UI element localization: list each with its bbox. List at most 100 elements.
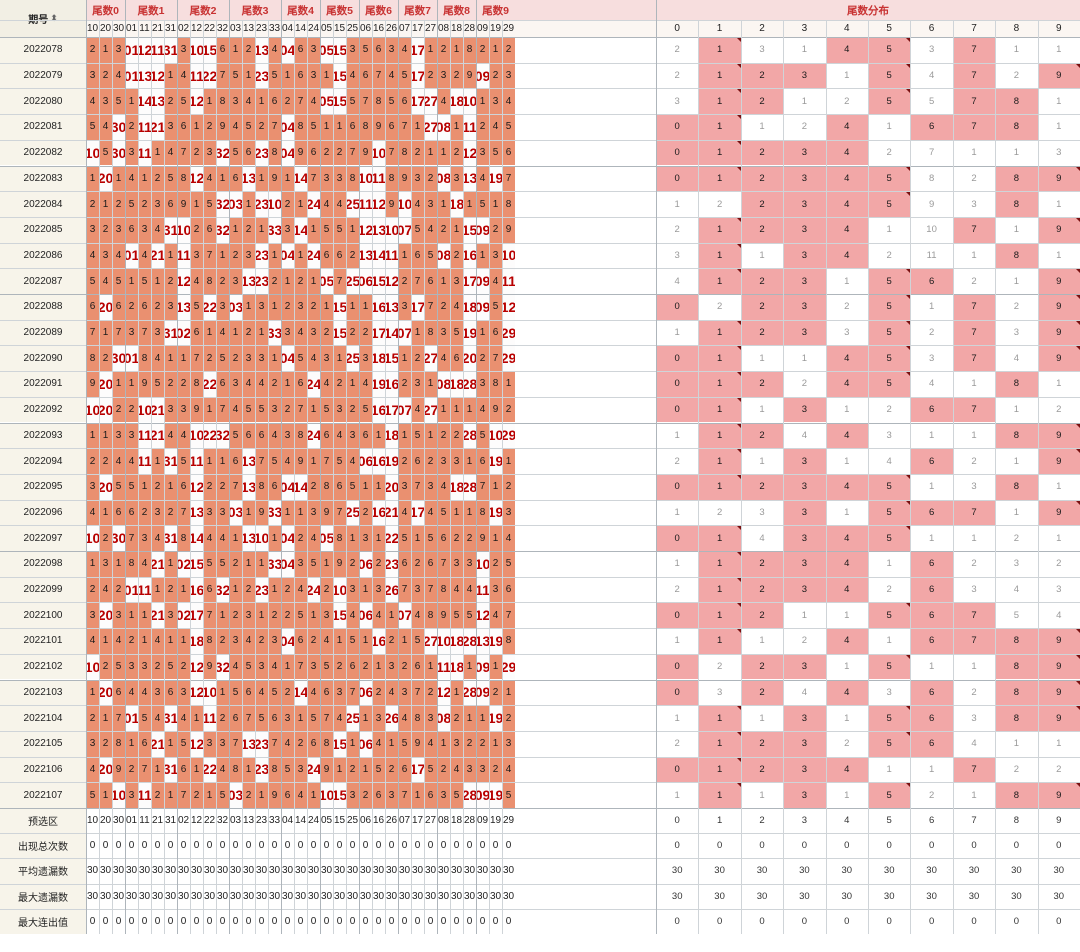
preselect-number[interactable]: 05 xyxy=(320,815,333,827)
preselect-number[interactable]: 19 xyxy=(489,815,502,827)
period-cell[interactable]: 2022080 xyxy=(0,88,86,115)
period-cell[interactable]: 2022096 xyxy=(0,499,86,526)
period-cell[interactable]: 2022098 xyxy=(0,551,86,577)
distribution-cell: 5 xyxy=(868,345,911,372)
period-cell[interactable]: 2022097 xyxy=(0,525,86,551)
miss-count: 3 xyxy=(411,165,424,192)
miss-count: 8 xyxy=(268,756,281,783)
miss-count: 2 xyxy=(333,139,346,166)
period-cell[interactable]: 2022094 xyxy=(0,448,86,474)
subheader-number: 06 xyxy=(359,23,372,34)
miss-count: 1 xyxy=(489,191,502,217)
preselect-tail[interactable]: 8 xyxy=(1013,815,1020,827)
preselect-number[interactable]: 32 xyxy=(216,815,229,827)
period-cell[interactable]: 2022081 xyxy=(0,114,86,140)
preselect-number[interactable]: 08 xyxy=(437,815,450,827)
preselect-number[interactable]: 17 xyxy=(411,815,424,827)
period-cell[interactable]: 2022105 xyxy=(0,730,86,757)
preselect-tail[interactable]: 6 xyxy=(928,815,935,827)
preselect-number[interactable]: 18 xyxy=(450,815,463,827)
preselect-number[interactable]: 07 xyxy=(398,815,411,827)
preselect-number[interactable]: 31 xyxy=(164,815,177,827)
preselect-number[interactable]: 22 xyxy=(203,815,216,827)
miss-count: 2 xyxy=(177,653,190,680)
preselect-tail[interactable]: 2 xyxy=(759,815,765,827)
period-cell[interactable]: 2022087 xyxy=(0,268,86,294)
preselect-number[interactable]: 21 xyxy=(151,815,164,827)
miss-count: 3 xyxy=(177,679,190,706)
period-cell[interactable]: 2022090 xyxy=(0,345,86,372)
stat-value: 30 xyxy=(968,890,980,902)
period-cell[interactable]: 2022083 xyxy=(0,165,86,192)
period-cell[interactable]: 2022089 xyxy=(0,319,86,346)
drawn-number: 21 xyxy=(151,396,164,423)
period-cell[interactable]: 2022106 xyxy=(0,756,86,783)
distribution-cell: 1 xyxy=(698,396,741,423)
period-cell[interactable]: 2022093 xyxy=(0,422,86,449)
distribution-cell: 7 xyxy=(952,499,996,526)
preselect-number[interactable]: 10 xyxy=(86,815,99,827)
preselect-number[interactable]: 01 xyxy=(125,815,138,827)
preselect-number[interactable]: 30 xyxy=(112,815,125,827)
preselect-tail[interactable]: 4 xyxy=(844,815,850,827)
preselect-tail[interactable]: 9 xyxy=(1056,815,1062,827)
group-header-tail-8: 尾数8 xyxy=(443,4,470,17)
grid-line xyxy=(502,20,503,934)
period-cell[interactable]: 2022102 xyxy=(0,653,86,680)
period-cell[interactable]: 2022091 xyxy=(0,371,86,397)
preselect-number[interactable]: 27 xyxy=(424,815,437,827)
miss-count: 2 xyxy=(216,705,229,731)
period-header[interactable]: 期号⬍ xyxy=(0,0,86,37)
period-cell[interactable]: 2022104 xyxy=(0,705,86,731)
preselect-number[interactable]: 14 xyxy=(294,815,307,827)
period-cell[interactable]: 2022086 xyxy=(0,242,86,269)
period-cell[interactable]: 2022107 xyxy=(0,782,86,808)
preselect-number[interactable]: 26 xyxy=(385,815,398,827)
miss-count: 2 xyxy=(138,191,151,217)
preselect-number[interactable]: 06 xyxy=(359,815,372,827)
preselect-number[interactable]: 11 xyxy=(139,815,150,827)
preselect-number[interactable]: 15 xyxy=(333,815,346,827)
preselect-number[interactable]: 16 xyxy=(372,815,385,827)
miss-count: 3 xyxy=(229,268,242,294)
preselect-tail[interactable]: 3 xyxy=(801,815,808,827)
preselect-number[interactable]: 29 xyxy=(502,815,515,827)
preselect-tail[interactable]: 0 xyxy=(674,815,680,827)
period-cell[interactable]: 2022082 xyxy=(0,139,86,166)
preselect-number[interactable]: 13 xyxy=(242,815,255,827)
drawn-number: 06 xyxy=(359,551,372,577)
period-cell[interactable]: 2022084 xyxy=(0,191,86,217)
preselect-tail[interactable]: 5 xyxy=(886,815,892,827)
subheader-number: 33 xyxy=(268,23,281,34)
sort-arrows-icon[interactable]: ⬍ xyxy=(50,13,58,23)
period-cell[interactable]: 2022088 xyxy=(0,294,86,320)
period-cell[interactable]: 2022079 xyxy=(0,62,86,89)
period-cell[interactable]: 2022092 xyxy=(0,396,86,423)
period-cell[interactable]: 2022101 xyxy=(0,628,86,654)
drawn-number: 15 xyxy=(385,345,398,372)
preselect-number[interactable]: 03 xyxy=(229,815,242,827)
stat-value: 0 xyxy=(759,840,765,852)
preselect-number[interactable]: 20 xyxy=(99,815,112,827)
preselect-number[interactable]: 02 xyxy=(177,815,190,827)
preselect-number[interactable]: 09 xyxy=(476,815,489,827)
preselect-number[interactable]: 28 xyxy=(463,815,476,827)
preselect-number[interactable]: 23 xyxy=(255,815,268,827)
period-cell[interactable]: 2022078 xyxy=(0,37,86,63)
preselect-number[interactable]: 33 xyxy=(268,815,281,827)
preselect-tail[interactable]: 1 xyxy=(716,815,723,827)
distribution-cell: 1 xyxy=(674,327,680,339)
distribution-cell: 1 xyxy=(844,404,850,416)
preselect-number[interactable]: 12 xyxy=(190,815,203,827)
preselect-number[interactable]: 25 xyxy=(346,815,359,827)
period-cell[interactable]: 2022095 xyxy=(0,473,86,500)
miss-count: 6 xyxy=(281,782,294,808)
period-cell[interactable]: 2022099 xyxy=(0,576,86,603)
period-cell[interactable]: 2022100 xyxy=(0,602,86,629)
period-cell[interactable]: 2022103 xyxy=(0,679,86,706)
preselect-tail[interactable]: 7 xyxy=(971,815,977,827)
preselect-number[interactable]: 04 xyxy=(281,815,294,827)
period-cell[interactable]: 2022085 xyxy=(0,216,86,243)
miss-count: 5 xyxy=(255,705,268,731)
preselect-number[interactable]: 24 xyxy=(307,815,320,827)
